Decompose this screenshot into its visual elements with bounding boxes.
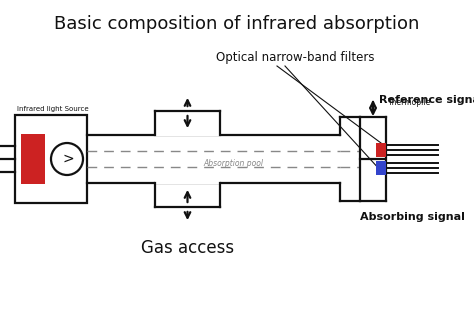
Bar [155,181,220,184]
Text: >: > [62,152,74,166]
Bar [15,115,87,203]
Bar [376,161,386,175]
Text: Absorbing signal: Absorbing signal [360,212,465,222]
Text: Reference signal: Reference signal [379,95,474,105]
Bar [376,143,386,157]
Text: Optical narrow-band filters: Optical narrow-band filters [216,51,374,64]
Bar [21,134,45,184]
Bar [155,133,220,136]
Text: Gas access: Gas access [141,239,234,257]
Text: Thermopile: Thermopile [388,98,431,107]
Text: Basic composition of infrared absorption: Basic composition of infrared absorption [55,15,419,33]
Text: Absorption pool: Absorption pool [203,158,264,167]
Text: Infrared light Source: Infrared light Source [17,106,89,112]
Circle shape [51,143,83,175]
